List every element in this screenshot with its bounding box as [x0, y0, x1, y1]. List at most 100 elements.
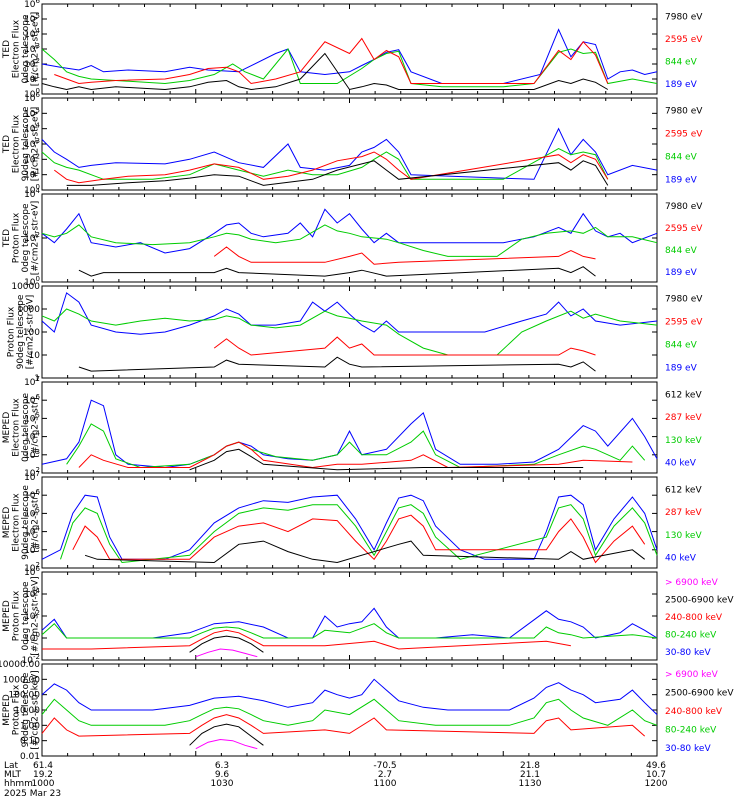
series-line-2: [41, 308, 658, 356]
y-tick-label: 10000: [11, 282, 40, 292]
legend-item: 130 keV: [665, 436, 702, 446]
y-tick-label: 106: [24, 488, 40, 501]
series-line-2: [41, 224, 658, 257]
y-tick-label: 1000: [17, 305, 40, 315]
plot-frame: [41, 381, 658, 474]
y-tick-label: 100: [24, 183, 40, 196]
legend-item: 130 keV: [665, 531, 702, 541]
chart-panel-8: 0.01 0.10 1.00 10.00 100.00 1000.00 10000.00ME…: [0, 660, 734, 762]
legend-item: 287 keV: [665, 413, 702, 423]
y-axis-label: TEDProton Flux0deg telescope[#/cm2-s-str…: [2, 201, 41, 276]
legend-item: 2595 eV: [665, 130, 703, 140]
chart-panel-2: 100 101 102 103 104 105 106 TEDElectron Flux90d…: [2, 91, 704, 196]
series-line-1: [41, 494, 658, 560]
x-tick-label: -70.5: [373, 761, 396, 771]
chart-panel-6: 102 103 104 105 106 107 MEPEDElectron Flux90de…: [2, 470, 703, 574]
series-line-3: [78, 441, 633, 469]
y-tick-label: 105: [24, 106, 40, 119]
legend-item: 7980 eV: [665, 202, 703, 212]
series-line-5: [195, 738, 258, 750]
y-tick-label: 102: [24, 231, 40, 244]
y-tick-label: 102: [24, 561, 40, 574]
series-line-2: [41, 698, 658, 726]
legend-item: 287 keV: [665, 508, 702, 518]
x-row-label: Lat: [4, 761, 19, 771]
y-tick-label: 103: [24, 448, 40, 461]
y-tick-label: 106: [24, 565, 40, 578]
legend-item: 612 keV: [665, 485, 702, 495]
y-tick-label: 10: [29, 351, 41, 361]
chart-panel-5: 102 103 104 105 106 107 MEPEDElectron Flux0deg…: [2, 375, 703, 479]
y-tick-label: 101: [24, 168, 40, 181]
chart-panel-1: 100 101 102 103 104 105 106 TEDElectron Flux0de…: [2, 0, 704, 100]
y-tick-label: 103: [24, 42, 40, 55]
y-tick-label: 1: [34, 374, 40, 384]
series-line-4: [78, 356, 596, 372]
y-axis-label: MEPEDProton Flux0deg telescope[#/cm2-s-s…: [2, 576, 41, 655]
series-line-4: [41, 52, 609, 91]
legend-item: 2595 eV: [665, 318, 703, 328]
x-row-label: hhmm: [4, 779, 33, 789]
series-line-2: [66, 423, 646, 469]
y-tick-label: 103: [24, 543, 40, 556]
x-tick-label: 1000: [32, 779, 55, 789]
series-line-1: [41, 127, 658, 180]
y-tick-label: 104: [24, 187, 40, 200]
series-line-3: [54, 37, 609, 85]
series-line-3: [54, 151, 609, 184]
series-line-4: [189, 723, 264, 746]
legend-item: 189 eV: [665, 176, 698, 186]
legend-item: 2500-6900 keV: [665, 595, 734, 605]
x-tick-label: 10.7: [646, 770, 666, 780]
series-line-3: [42, 629, 571, 650]
y-tick-label: 102: [24, 152, 40, 165]
series-line-1: [41, 292, 658, 335]
series-line-5: [195, 648, 258, 658]
series-line-2: [41, 622, 658, 639]
y-tick-label: 0.01: [20, 752, 40, 762]
y-tick-label: 1000.00: [3, 675, 40, 685]
x-tick-label: 1200: [645, 779, 668, 789]
y-tick-label: 104: [24, 122, 40, 135]
y-tick-label: 102: [24, 466, 40, 479]
y-axis-label: TEDElectron Flux0deg telescope[#/cm2-s-s…: [2, 12, 41, 87]
y-tick-label: 107: [24, 375, 40, 388]
x-tick-label: 21.1: [520, 770, 540, 780]
series-line-4: [189, 635, 264, 653]
plot-frame: [41, 571, 658, 661]
legend-item: 7980 eV: [665, 12, 703, 22]
y-tick-label: 103: [24, 137, 40, 150]
y-tick-label: 100: [24, 275, 40, 288]
y-tick-label: 100: [23, 328, 40, 338]
x-row-label: MLT: [4, 770, 22, 780]
y-axis-label: MEPEDElectron Flux0deg telescope[#/cm2-s…: [2, 393, 41, 463]
legend-item: > 6900 keV: [665, 670, 719, 680]
x-tick-label: 1130: [519, 779, 542, 789]
series-line-1: [41, 28, 658, 84]
series-line-3: [41, 714, 646, 737]
plot-frame: [41, 193, 658, 283]
y-tick-label: 104: [24, 27, 40, 40]
x-tick-label: 61.4: [33, 761, 53, 771]
legend-item: 80-240 keV: [665, 631, 717, 641]
series-line-4: [84, 540, 646, 564]
y-tick-label: 1.00: [20, 721, 40, 731]
series-line-4: [78, 266, 596, 277]
x-tick-label: 19.2: [33, 770, 53, 780]
plot-frame: [41, 3, 658, 95]
y-tick-label: 10.00: [14, 706, 40, 716]
y-tick-label: 102: [24, 609, 40, 622]
y-tick-label: 104: [24, 430, 40, 443]
series-line-4: [189, 448, 584, 471]
legend-item: 7980 eV: [665, 107, 703, 117]
x-tick-label: 1100: [374, 779, 397, 789]
legend-item: 189 eV: [665, 80, 698, 90]
plot-frame: [41, 476, 658, 569]
legend-item: 30-80 keV: [665, 648, 711, 658]
y-axis-label: TEDElectron Flux90deg telescope[#/cm2-s-…: [2, 106, 41, 181]
legend-item: 240-800 keV: [665, 707, 723, 717]
